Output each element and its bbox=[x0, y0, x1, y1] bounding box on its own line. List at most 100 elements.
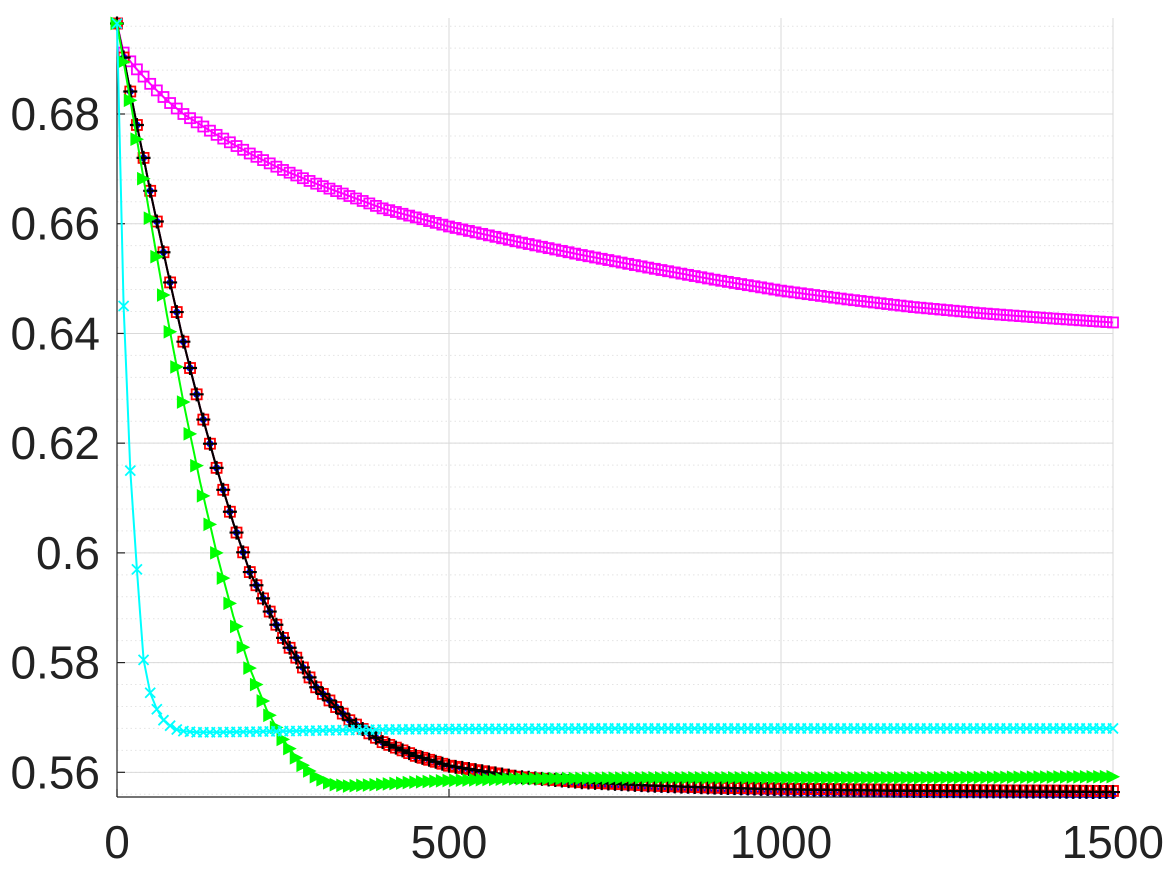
data-point bbox=[415, 775, 430, 789]
data-point bbox=[528, 771, 543, 786]
data-point bbox=[987, 308, 1000, 321]
data-point bbox=[1007, 309, 1020, 322]
data-point bbox=[276, 630, 290, 645]
data-point bbox=[269, 617, 284, 632]
data-point bbox=[376, 777, 390, 792]
x-tick-label: 1000 bbox=[730, 816, 832, 868]
data-point bbox=[629, 259, 641, 271]
data-point bbox=[827, 770, 842, 785]
data-point bbox=[323, 182, 336, 195]
data-point bbox=[967, 770, 981, 785]
data-point bbox=[243, 661, 257, 675]
data-point bbox=[409, 211, 422, 224]
data-point bbox=[947, 770, 961, 785]
axes bbox=[116, 18, 1114, 798]
series-line bbox=[116, 23, 1114, 797]
data-point bbox=[336, 187, 349, 200]
data-point bbox=[715, 274, 728, 287]
data-point bbox=[568, 771, 583, 786]
data-point bbox=[808, 289, 821, 301]
data-point bbox=[1067, 313, 1080, 326]
data-point bbox=[290, 169, 303, 182]
data-point bbox=[237, 143, 250, 156]
data-point bbox=[562, 246, 575, 259]
data-point bbox=[1040, 770, 1054, 784]
data-point bbox=[555, 244, 568, 257]
data-point bbox=[229, 525, 244, 540]
series-1 bbox=[113, 19, 1117, 799]
data-point bbox=[688, 270, 701, 282]
data-point bbox=[429, 216, 442, 229]
data-point bbox=[934, 303, 947, 316]
data-point bbox=[1014, 310, 1026, 323]
data-point bbox=[362, 778, 377, 792]
data-point bbox=[615, 256, 628, 269]
data-point bbox=[156, 288, 171, 302]
data-point bbox=[1060, 770, 1074, 784]
data-point bbox=[436, 218, 449, 231]
data-point bbox=[449, 222, 462, 234]
data-point bbox=[375, 735, 390, 750]
data-point bbox=[403, 209, 416, 222]
data-point bbox=[202, 436, 217, 451]
data-point bbox=[542, 242, 555, 255]
data-point bbox=[907, 301, 920, 314]
data-point bbox=[164, 720, 176, 732]
data-point bbox=[131, 63, 143, 76]
data-point bbox=[641, 770, 656, 785]
data-point bbox=[874, 297, 887, 310]
data-point bbox=[249, 578, 264, 593]
data-point bbox=[151, 703, 163, 715]
data-point bbox=[196, 489, 211, 503]
data-point bbox=[130, 132, 145, 147]
data-point bbox=[176, 395, 191, 409]
data-point bbox=[428, 754, 443, 769]
data-point bbox=[389, 206, 402, 218]
y-tick-label: 0.64 bbox=[10, 307, 100, 359]
y-tick-label: 0.66 bbox=[10, 198, 100, 250]
data-point bbox=[475, 772, 490, 787]
series-0 bbox=[111, 17, 1119, 329]
data-point bbox=[754, 770, 769, 785]
series-line bbox=[116, 23, 1113, 734]
data-point bbox=[994, 308, 1007, 321]
data-point bbox=[1060, 313, 1073, 326]
data-point bbox=[887, 770, 901, 785]
data-point bbox=[781, 770, 795, 785]
data-point bbox=[1080, 314, 1093, 327]
data-point bbox=[217, 132, 230, 145]
data-point bbox=[768, 283, 781, 296]
data-point bbox=[847, 770, 862, 785]
data-point bbox=[602, 254, 615, 266]
data-point bbox=[609, 255, 621, 268]
x-tick-label: 500 bbox=[411, 816, 488, 868]
data-point bbox=[408, 748, 423, 763]
data-point bbox=[662, 265, 675, 278]
data-point bbox=[1106, 769, 1121, 784]
data-point bbox=[322, 776, 337, 790]
data-point bbox=[316, 772, 330, 787]
data-point bbox=[137, 654, 150, 666]
data-point bbox=[111, 17, 123, 30]
data-point bbox=[688, 770, 702, 785]
data-point bbox=[867, 770, 882, 785]
data-point bbox=[396, 776, 410, 790]
data-point bbox=[821, 290, 834, 303]
data-point bbox=[913, 770, 928, 785]
data-point bbox=[874, 770, 888, 785]
data-point bbox=[881, 298, 894, 310]
data-point bbox=[894, 299, 907, 312]
data-point bbox=[183, 427, 198, 441]
data-point bbox=[728, 277, 741, 289]
data-point bbox=[124, 464, 136, 477]
data-point bbox=[289, 751, 304, 765]
data-point bbox=[216, 571, 231, 585]
data-point bbox=[900, 770, 915, 785]
data-point bbox=[921, 302, 933, 315]
series-2 bbox=[111, 17, 1119, 797]
data-point bbox=[216, 482, 231, 497]
data-point bbox=[761, 770, 775, 785]
data-point bbox=[695, 271, 708, 284]
data-point bbox=[415, 750, 430, 765]
data-point bbox=[694, 770, 709, 785]
